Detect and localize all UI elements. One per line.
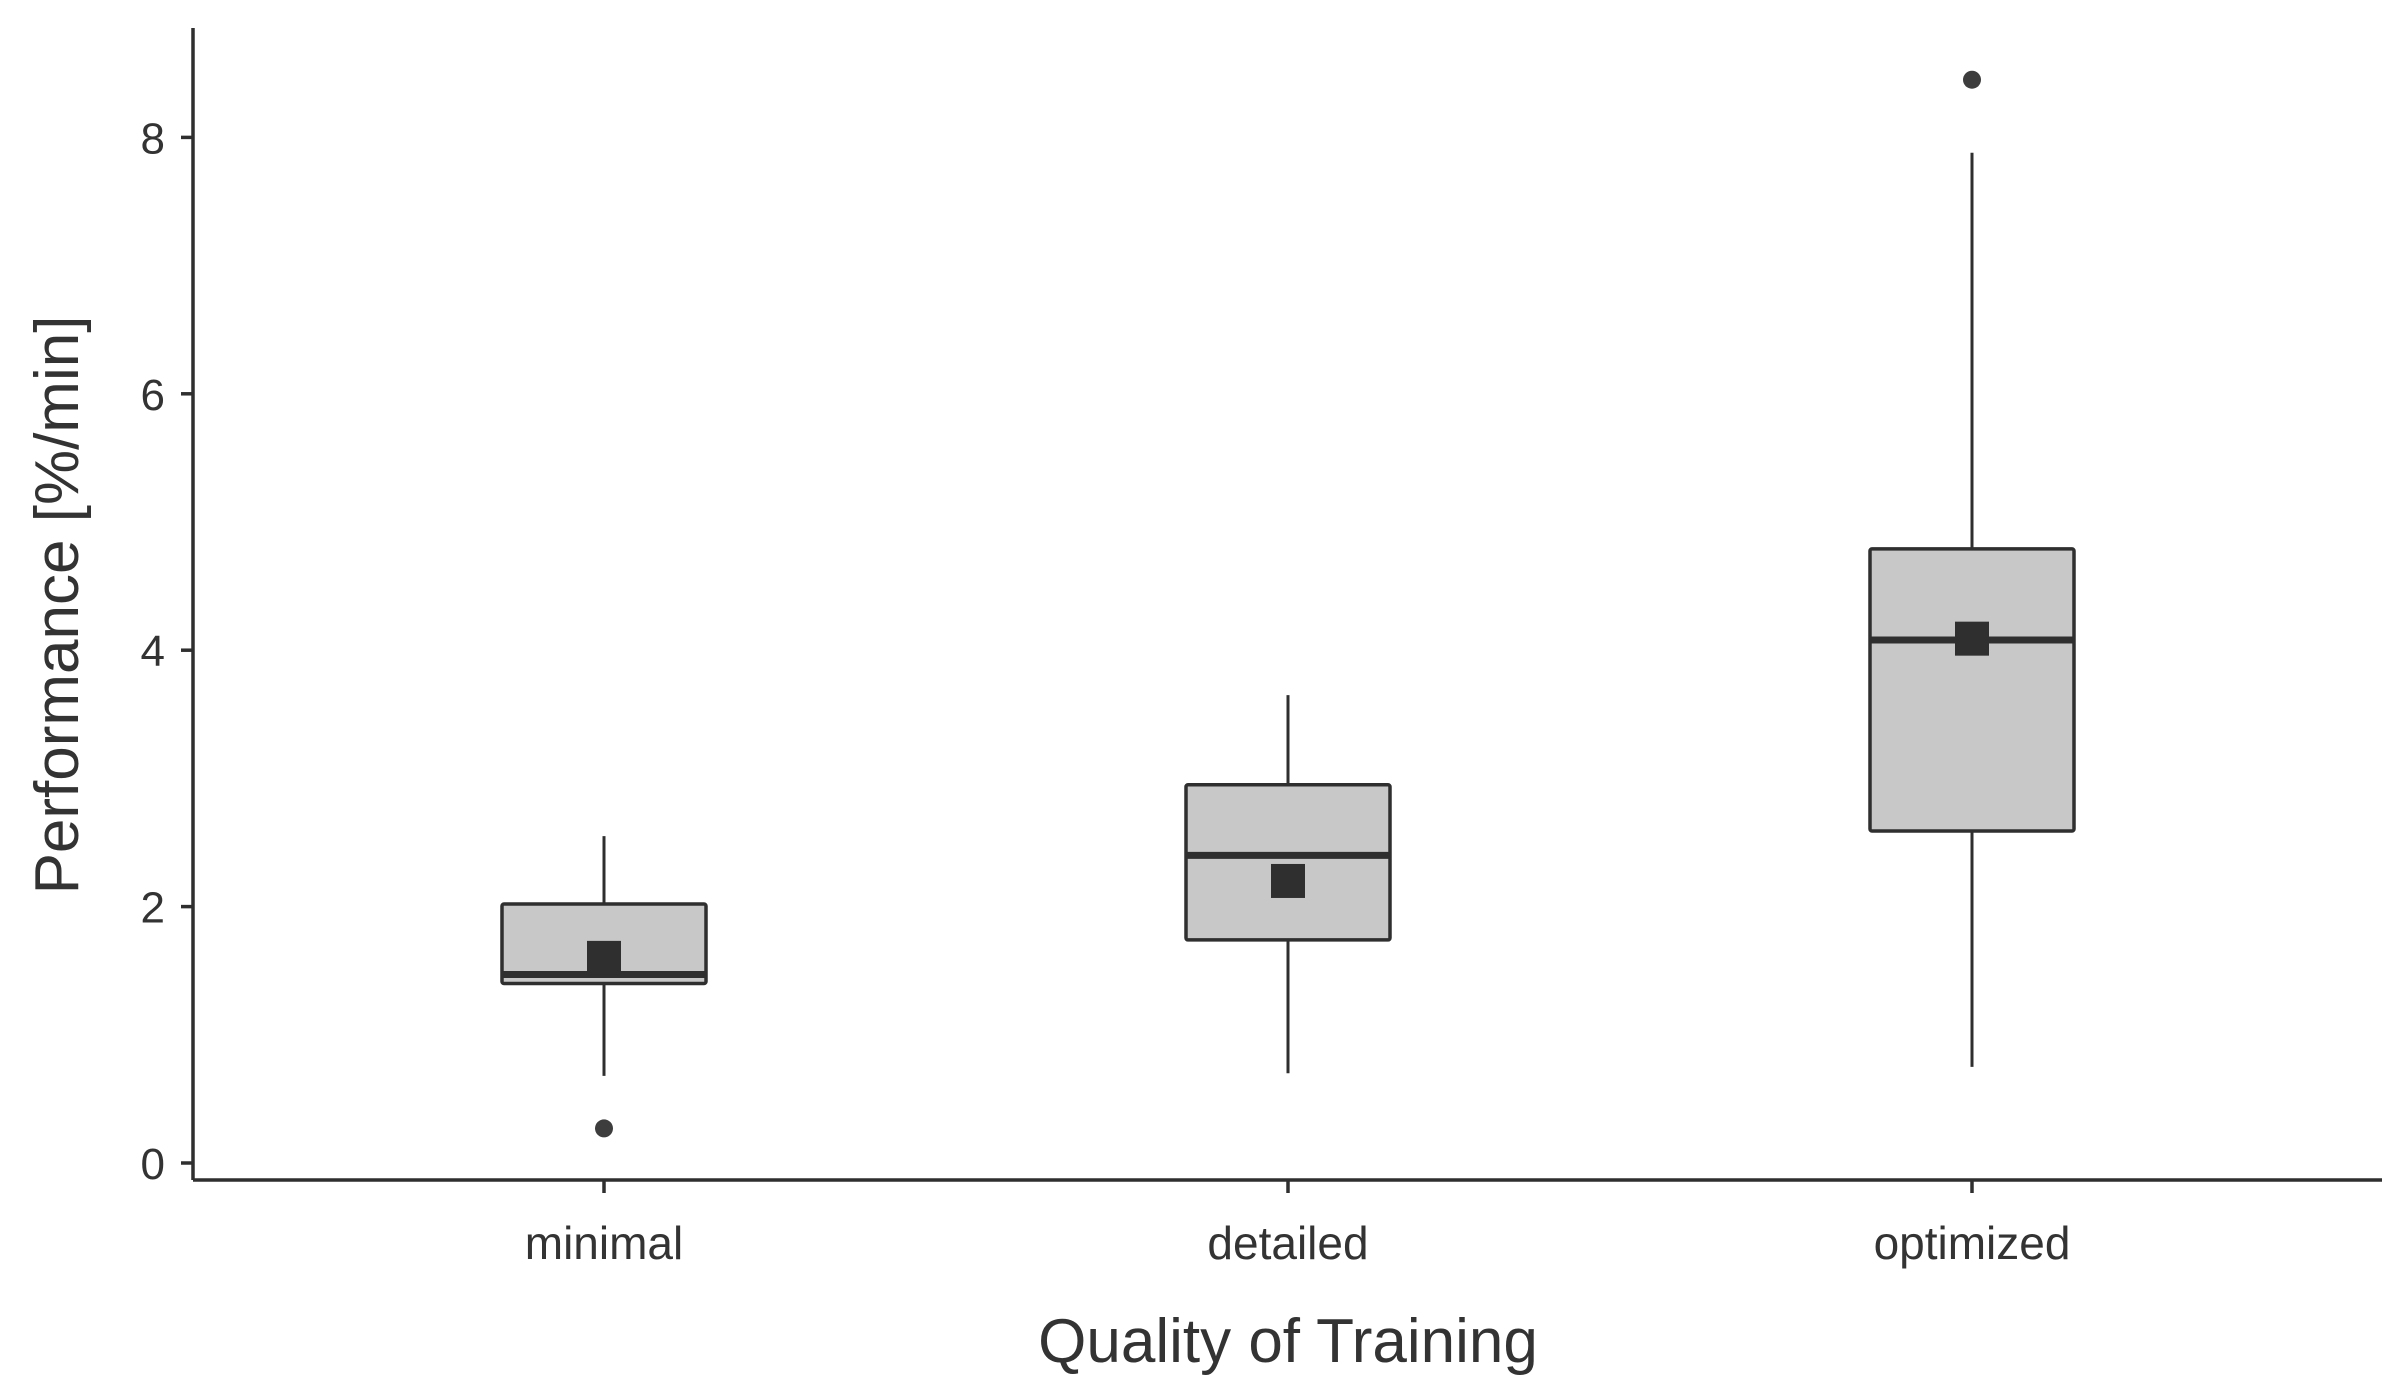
mean-marker: [587, 940, 621, 975]
outlier-point: [595, 1119, 613, 1138]
x-tick-label-minimal: minimal: [525, 1217, 683, 1269]
x-axis-ticks: minimal detailed optimized: [525, 1180, 2071, 1269]
iqr-box: [1868, 547, 2076, 833]
x-tick-label-optimized: optimized: [1874, 1217, 2071, 1269]
x-axis-title: Quality of Training: [1038, 1307, 1538, 1376]
iqr-box: [1184, 783, 1392, 942]
y-axis-title: Performance [%/min]: [23, 316, 92, 895]
y-tick-label: 4: [141, 627, 165, 676]
y-tick-label: 0: [141, 1140, 165, 1189]
x-tick-label-detailed: detailed: [1207, 1217, 1368, 1269]
y-tick-label: 2: [141, 884, 165, 933]
box-group-minimal: [500, 836, 708, 1138]
y-tick-label: 8: [141, 114, 165, 163]
box-group-optimized: [1868, 70, 2076, 1067]
box-series: [500, 70, 2076, 1138]
y-tick-label: 6: [141, 371, 165, 420]
y-axis-ticks: 0 2 4 6 8: [141, 114, 193, 1189]
box-group-detailed: [1184, 695, 1392, 1074]
outlier-point: [1963, 70, 1981, 89]
mean-marker: [1271, 863, 1305, 898]
mean-marker: [1955, 621, 1989, 656]
